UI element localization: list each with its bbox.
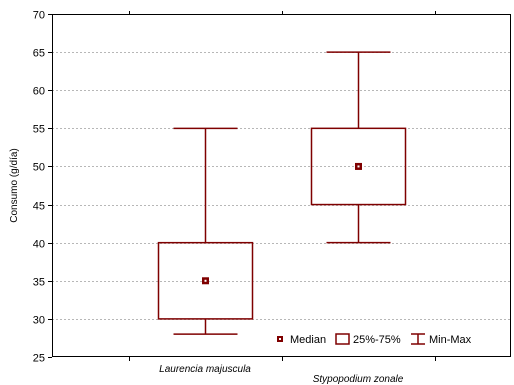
y-tick-label: 25 bbox=[33, 353, 45, 365]
legend-label-minmax: Min-Max bbox=[429, 334, 472, 346]
legend-label-median: Median bbox=[290, 334, 326, 346]
box-iqr bbox=[310, 127, 407, 206]
box-iqr bbox=[157, 241, 254, 320]
legend-median-swatch-center bbox=[279, 338, 281, 340]
y-axis-ticks: 25 30 35 40 45 50 55 60 65 70 bbox=[33, 10, 52, 365]
y-tick-label: 70 bbox=[33, 10, 45, 22]
legend-box-swatch bbox=[335, 333, 350, 345]
legend: Median 25%-75% Min-Max bbox=[277, 333, 472, 346]
y-tick-label: 30 bbox=[33, 315, 45, 327]
box-plot bbox=[157, 127, 254, 335]
y-tick-label: 40 bbox=[33, 239, 45, 251]
x-axis-categories: Laurencia majuscula Stypopodium zonale bbox=[129, 11, 436, 385]
plot-area bbox=[52, 14, 511, 357]
legend-label-iqr: 25%-75% bbox=[353, 334, 401, 346]
median-marker-center bbox=[204, 279, 207, 282]
y-axis-label: Consumo (g/día) bbox=[9, 148, 20, 222]
y-tick-label: 65 bbox=[33, 48, 45, 60]
x-category-label: Laurencia majuscula bbox=[159, 364, 251, 375]
box-plots bbox=[157, 51, 407, 335]
y-tick-label: 55 bbox=[33, 124, 45, 136]
x-category-label: Stypopodium zonale bbox=[313, 374, 404, 385]
median-marker-center bbox=[357, 165, 360, 168]
y-tick-label: 35 bbox=[33, 277, 45, 289]
y-tick-label: 60 bbox=[33, 86, 45, 98]
box-plot bbox=[310, 51, 407, 244]
y-tick-label: 50 bbox=[33, 162, 45, 174]
grid-lines bbox=[52, 52, 511, 320]
y-tick-label: 45 bbox=[33, 201, 45, 213]
